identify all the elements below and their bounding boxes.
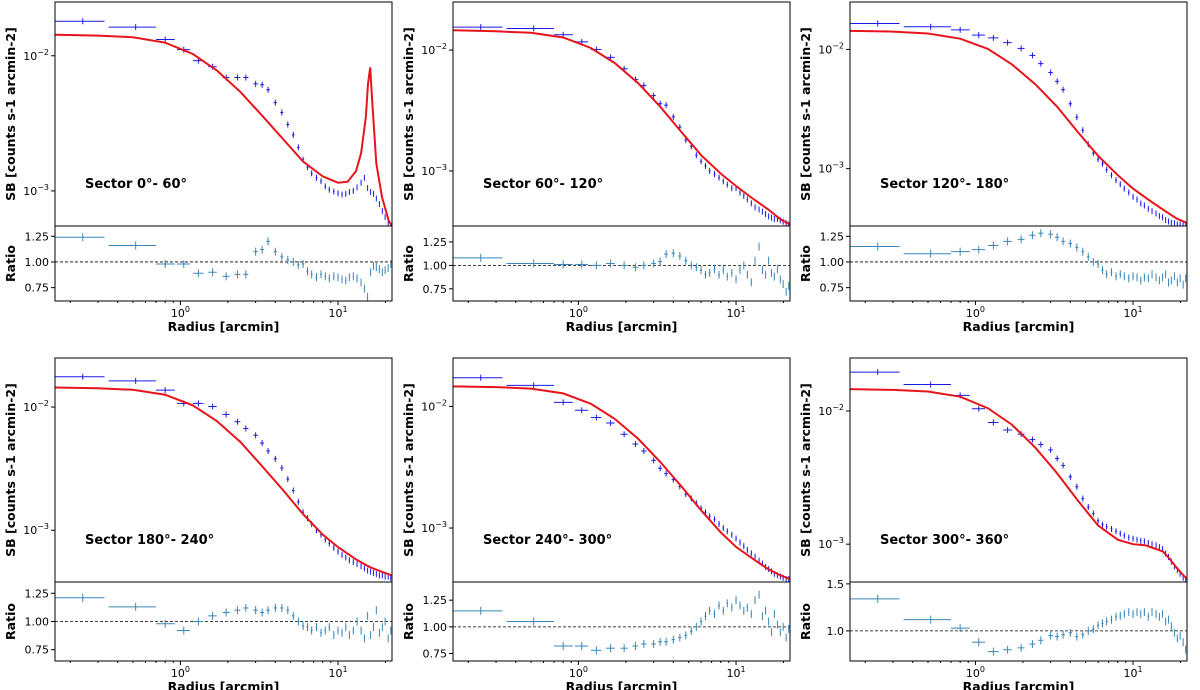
ratio-y-tick-label: 0.75: [423, 283, 448, 296]
ratio-y-tick-label: 1.25: [25, 230, 50, 243]
model-curve: [453, 29, 790, 226]
panel-4: 10−3 10−2 0.75 1.00 1.25 100 101 Radius [arcmin…: [3, 357, 393, 690]
ratio-y-tick-label: 1.5: [827, 578, 845, 591]
ratio-y-tick-label: 0.75: [423, 648, 448, 661]
sector-label: Sector 60°- 120°: [483, 177, 603, 192]
sb-y-tick-label: 10−2: [818, 41, 844, 56]
ratio-y-axis-label: Ratio: [401, 245, 416, 282]
x-tick-label: 100: [966, 665, 985, 680]
sector-label: Sector 0°- 60°: [85, 177, 187, 192]
sb-y-tick-label: 10−3: [421, 163, 447, 178]
sb-y-axis-label: SB [counts s-1 arcmin-2]: [401, 27, 416, 201]
sb-plot-area: [453, 374, 790, 582]
x-tick-label: 101: [328, 665, 347, 680]
model-curve: [55, 33, 392, 226]
sb-axes-frame: [849, 357, 1188, 583]
sb-y-tick-label: 10−2: [818, 403, 844, 418]
ratio-plot-area: [850, 594, 1187, 656]
ratio-y-tick-label: 1.00: [25, 616, 50, 629]
x-tick-label: 100: [171, 305, 190, 320]
x-tick-label: 100: [569, 305, 588, 320]
x-axis-label: Radius [arcmin]: [963, 319, 1075, 334]
sb-y-axis-label: SB [counts s-1 arcmin-2]: [401, 383, 416, 557]
sb-plot-area: [850, 369, 1187, 582]
x-axis-label: Radius [arcmin]: [566, 679, 678, 690]
ratio-y-tick-label: 0.75: [25, 282, 50, 295]
panel-2: 10−3 10−2 0.75 1.00 1.25 100 101 Radius [arcmin…: [401, 1, 791, 334]
ratio-y-tick-label: 1.00: [423, 259, 448, 272]
ratio-axes-frame: [452, 225, 791, 302]
sb-y-tick-label: 10−2: [23, 48, 49, 63]
sb-y-tick-label: 10−3: [23, 183, 49, 198]
sb-y-tick-label: 10−3: [421, 520, 447, 535]
sb-axes-frame: [849, 1, 1188, 227]
sb-y-tick-label: 10−2: [421, 42, 447, 57]
ratio-y-axis-label: Ratio: [401, 603, 416, 640]
ratio-y-axis-label: Ratio: [3, 245, 18, 282]
ratio-axes-frame: [54, 225, 393, 302]
ratio-y-axis-label: Ratio: [798, 245, 813, 282]
panel-6: 10−3 10−2 1.0 1.5 100 101 Radius [arcmin] SB [c…: [798, 357, 1188, 690]
ratio-y-tick-label: 1.0: [827, 625, 845, 638]
x-axis-label: Radius [arcmin]: [168, 319, 280, 334]
ratio-y-tick-label: 1.00: [820, 256, 845, 269]
x-tick-label: 101: [1123, 305, 1142, 320]
sector-label: Sector 120°- 180°: [880, 177, 1009, 192]
ratio-plot-area: [55, 593, 392, 643]
ratio-axes-frame: [849, 225, 1188, 302]
model-curve: [55, 386, 392, 577]
ratio-y-axis-label: Ratio: [3, 603, 18, 640]
ratio-plot-area: [453, 590, 790, 655]
x-axis-label: Radius [arcmin]: [566, 319, 678, 334]
sb-y-axis-label: SB [counts s-1 arcmin-2]: [798, 383, 813, 557]
sb-y-tick-label: 10−2: [23, 399, 49, 414]
sb-plot-area: [850, 20, 1187, 226]
panel-1: 10−3 10−2 0.75 1.00 1.25 100 101 Radius [arcmin…: [3, 1, 393, 334]
model-curve: [850, 29, 1187, 224]
sb-y-tick-label: 10−3: [818, 536, 844, 551]
sector-label: Sector 180°- 240°: [85, 533, 214, 548]
ratio-y-tick-label: 1.25: [423, 236, 448, 249]
model-curve: [850, 388, 1187, 580]
x-tick-label: 100: [171, 665, 190, 680]
ratio-y-tick-label: 1.25: [25, 587, 50, 600]
x-axis-label: Radius [arcmin]: [168, 679, 280, 690]
x-tick-label: 100: [569, 665, 588, 680]
sector-label: Sector 300°- 360°: [880, 533, 1009, 548]
ratio-axes-frame: [849, 581, 1188, 662]
x-tick-label: 100: [966, 305, 985, 320]
ratio-y-axis-label: Ratio: [798, 603, 813, 640]
ratio-y-tick-label: 1.00: [25, 256, 50, 269]
ratio-y-tick-label: 1.25: [423, 594, 448, 607]
sb-y-tick-label: 10−3: [23, 522, 49, 537]
ratio-y-tick-label: 0.75: [820, 282, 845, 295]
ratio-axes-frame: [452, 581, 791, 662]
sb-plot-area: [453, 24, 790, 226]
sb-plot-area: [55, 18, 392, 226]
x-tick-label: 101: [328, 305, 347, 320]
ratio-plot-area: [850, 229, 1187, 289]
x-tick-label: 101: [726, 305, 745, 320]
model-curve: [453, 385, 790, 581]
ratio-y-tick-label: 0.75: [25, 644, 50, 657]
panel-3: 10−3 10−2 0.75 1.00 1.25 100 101 Radius [arcmin…: [798, 1, 1188, 334]
ratio-plot-area: [55, 233, 392, 301]
ratio-y-tick-label: 1.25: [820, 230, 845, 243]
panel-5: 10−3 10−2 0.75 1.00 1.25 100 101 Radius [arcmin…: [401, 357, 791, 690]
sb-y-axis-label: SB [counts s-1 arcmin-2]: [798, 27, 813, 201]
ratio-plot-area: [453, 242, 790, 296]
ratio-y-tick-label: 1.00: [423, 621, 448, 634]
x-axis-label: Radius [arcmin]: [963, 679, 1075, 690]
sector-label: Sector 240°- 300°: [483, 533, 612, 548]
sb-y-tick-label: 10−3: [818, 161, 844, 176]
x-tick-label: 101: [726, 665, 745, 680]
sb-y-tick-label: 10−2: [421, 398, 447, 413]
sb-y-axis-label: SB [counts s-1 arcmin-2]: [3, 383, 18, 557]
sb-plot-area: [55, 373, 392, 581]
x-tick-label: 101: [1123, 665, 1142, 680]
sb-y-axis-label: SB [counts s-1 arcmin-2]: [3, 27, 18, 201]
